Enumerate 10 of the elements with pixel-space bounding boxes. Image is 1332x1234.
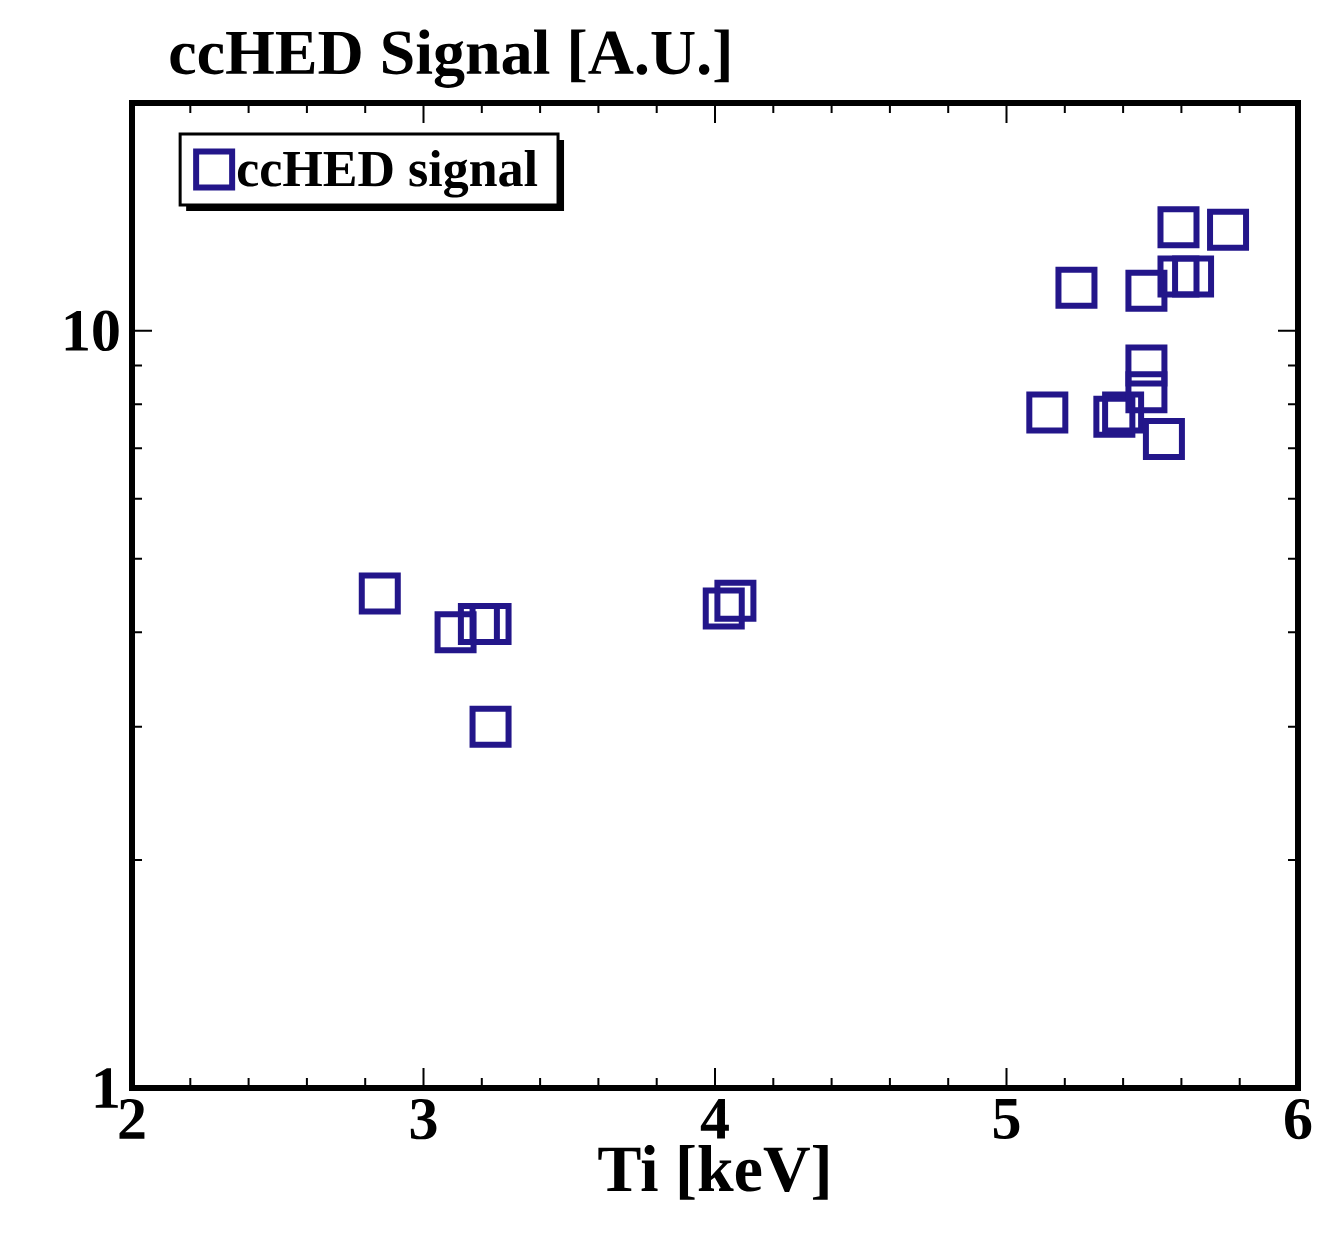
x-tick-label: 2 [119, 1099, 145, 1139]
x-tick-label: 4 [700, 1099, 729, 1139]
legend-label: ccHED signal [237, 150, 538, 198]
x-tick-label: 5 [993, 1099, 1020, 1139]
x-axis-title: Ti [keV] [598, 1145, 828, 1200]
x-tick-label: 6 [1285, 1099, 1312, 1140]
y-tick-label: 10 [65, 310, 119, 352]
chart-title: ccHED Signal [A.U.] [170, 29, 729, 88]
x-tick-label: 3 [410, 1099, 437, 1140]
y-tick-label: 1 [95, 1068, 118, 1108]
